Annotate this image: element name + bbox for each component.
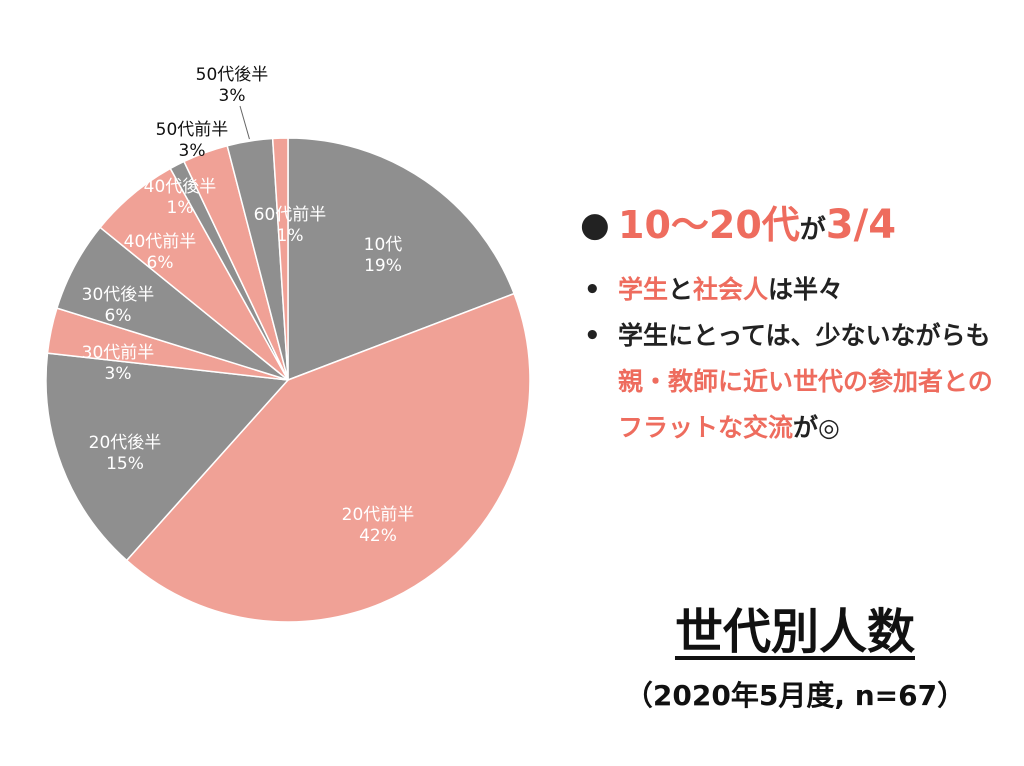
ratio-text: 3/4 bbox=[825, 202, 897, 248]
summary-list: ● 10〜20代が3/4 • 学生と社会人は半々 • 学生にとっては、少ないなが… bbox=[578, 196, 1008, 451]
slice-value-label: 15% bbox=[106, 454, 144, 474]
slice-name-label: 20代前半 bbox=[342, 505, 415, 525]
bullet-icon: • bbox=[584, 275, 601, 305]
slice-value-label: 3% bbox=[179, 141, 206, 161]
slice-name-label: 50代前半 bbox=[156, 120, 229, 140]
pie-slice bbox=[45, 352, 290, 562]
pie-slice bbox=[125, 292, 531, 623]
slice-name-label: 60代前半 bbox=[254, 205, 327, 225]
slice-name-label: 30代後半 bbox=[82, 285, 155, 305]
slice-value-label: 6% bbox=[147, 253, 174, 273]
student-text: 学生 bbox=[618, 275, 669, 304]
slice-name-label: 20代後半 bbox=[89, 433, 162, 453]
slice-value-label: 6% bbox=[105, 306, 132, 326]
and-text: と bbox=[668, 275, 694, 304]
exchange-point: • 学生にとっては、少ないながらも親・教師に近い世代の参加者とのフラットな交流が… bbox=[578, 313, 1008, 451]
bullet-icon: ● bbox=[580, 205, 610, 245]
good-text: が◎ bbox=[793, 413, 840, 442]
main-point: ● 10〜20代が3/4 bbox=[578, 196, 1008, 259]
page-title: 世代別人数 bbox=[674, 604, 915, 660]
pie-slice bbox=[271, 137, 289, 381]
pie-slice bbox=[287, 137, 516, 382]
slice-value-label: 19% bbox=[364, 256, 402, 276]
slice-value-label: 42% bbox=[359, 526, 397, 546]
pie-chart: 10代19%20代前半42%20代後半15%30代前半3%30代後半6%40代前… bbox=[45, 65, 531, 623]
worker-text: 社会人 bbox=[693, 275, 769, 304]
bullet-icon: • bbox=[584, 321, 601, 351]
slice-value-label: 1% bbox=[277, 226, 304, 246]
slice-name-label: 40代前半 bbox=[124, 232, 197, 252]
student-worker-point: • 学生と社会人は半々 bbox=[578, 267, 1008, 313]
leader-line bbox=[239, 105, 250, 140]
exchange-text: 親・教師に近い世代の参加者とのフラットな交流 bbox=[618, 367, 993, 442]
page-subtitle: （2020年5月度, n=67） bbox=[624, 679, 966, 712]
connector-text: が bbox=[799, 215, 826, 245]
slice-value-label: 3% bbox=[219, 86, 246, 106]
slice-name-label: 30代前半 bbox=[82, 343, 155, 363]
slice-name-label: 10代 bbox=[364, 235, 403, 255]
half-text: は半々 bbox=[768, 275, 844, 304]
slice-value-label: 1% bbox=[167, 198, 194, 218]
slice-value-label: 3% bbox=[105, 364, 132, 384]
student-view-text: 学生にとっては、少ないながらも bbox=[618, 321, 991, 350]
age-range-text: 10〜20代 bbox=[618, 203, 800, 247]
slice-name-label: 50代後半 bbox=[196, 65, 269, 85]
slice-name-label: 40代後半 bbox=[144, 177, 217, 197]
